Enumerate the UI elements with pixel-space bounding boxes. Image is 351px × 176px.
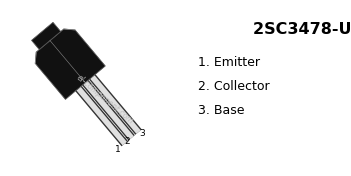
Text: 3. Base: 3. Base — [198, 103, 245, 117]
Polygon shape — [35, 29, 105, 99]
Text: 2SC3478-U pinout: 2SC3478-U pinout — [253, 22, 351, 37]
Text: 2: 2 — [125, 137, 131, 146]
Text: 3: 3 — [140, 128, 145, 138]
Text: el-component.com: el-component.com — [75, 74, 135, 126]
Text: 1. Emitter: 1. Emitter — [198, 55, 260, 68]
Text: 1: 1 — [115, 145, 121, 154]
Polygon shape — [32, 22, 61, 50]
Text: 2. Collector: 2. Collector — [198, 80, 270, 93]
